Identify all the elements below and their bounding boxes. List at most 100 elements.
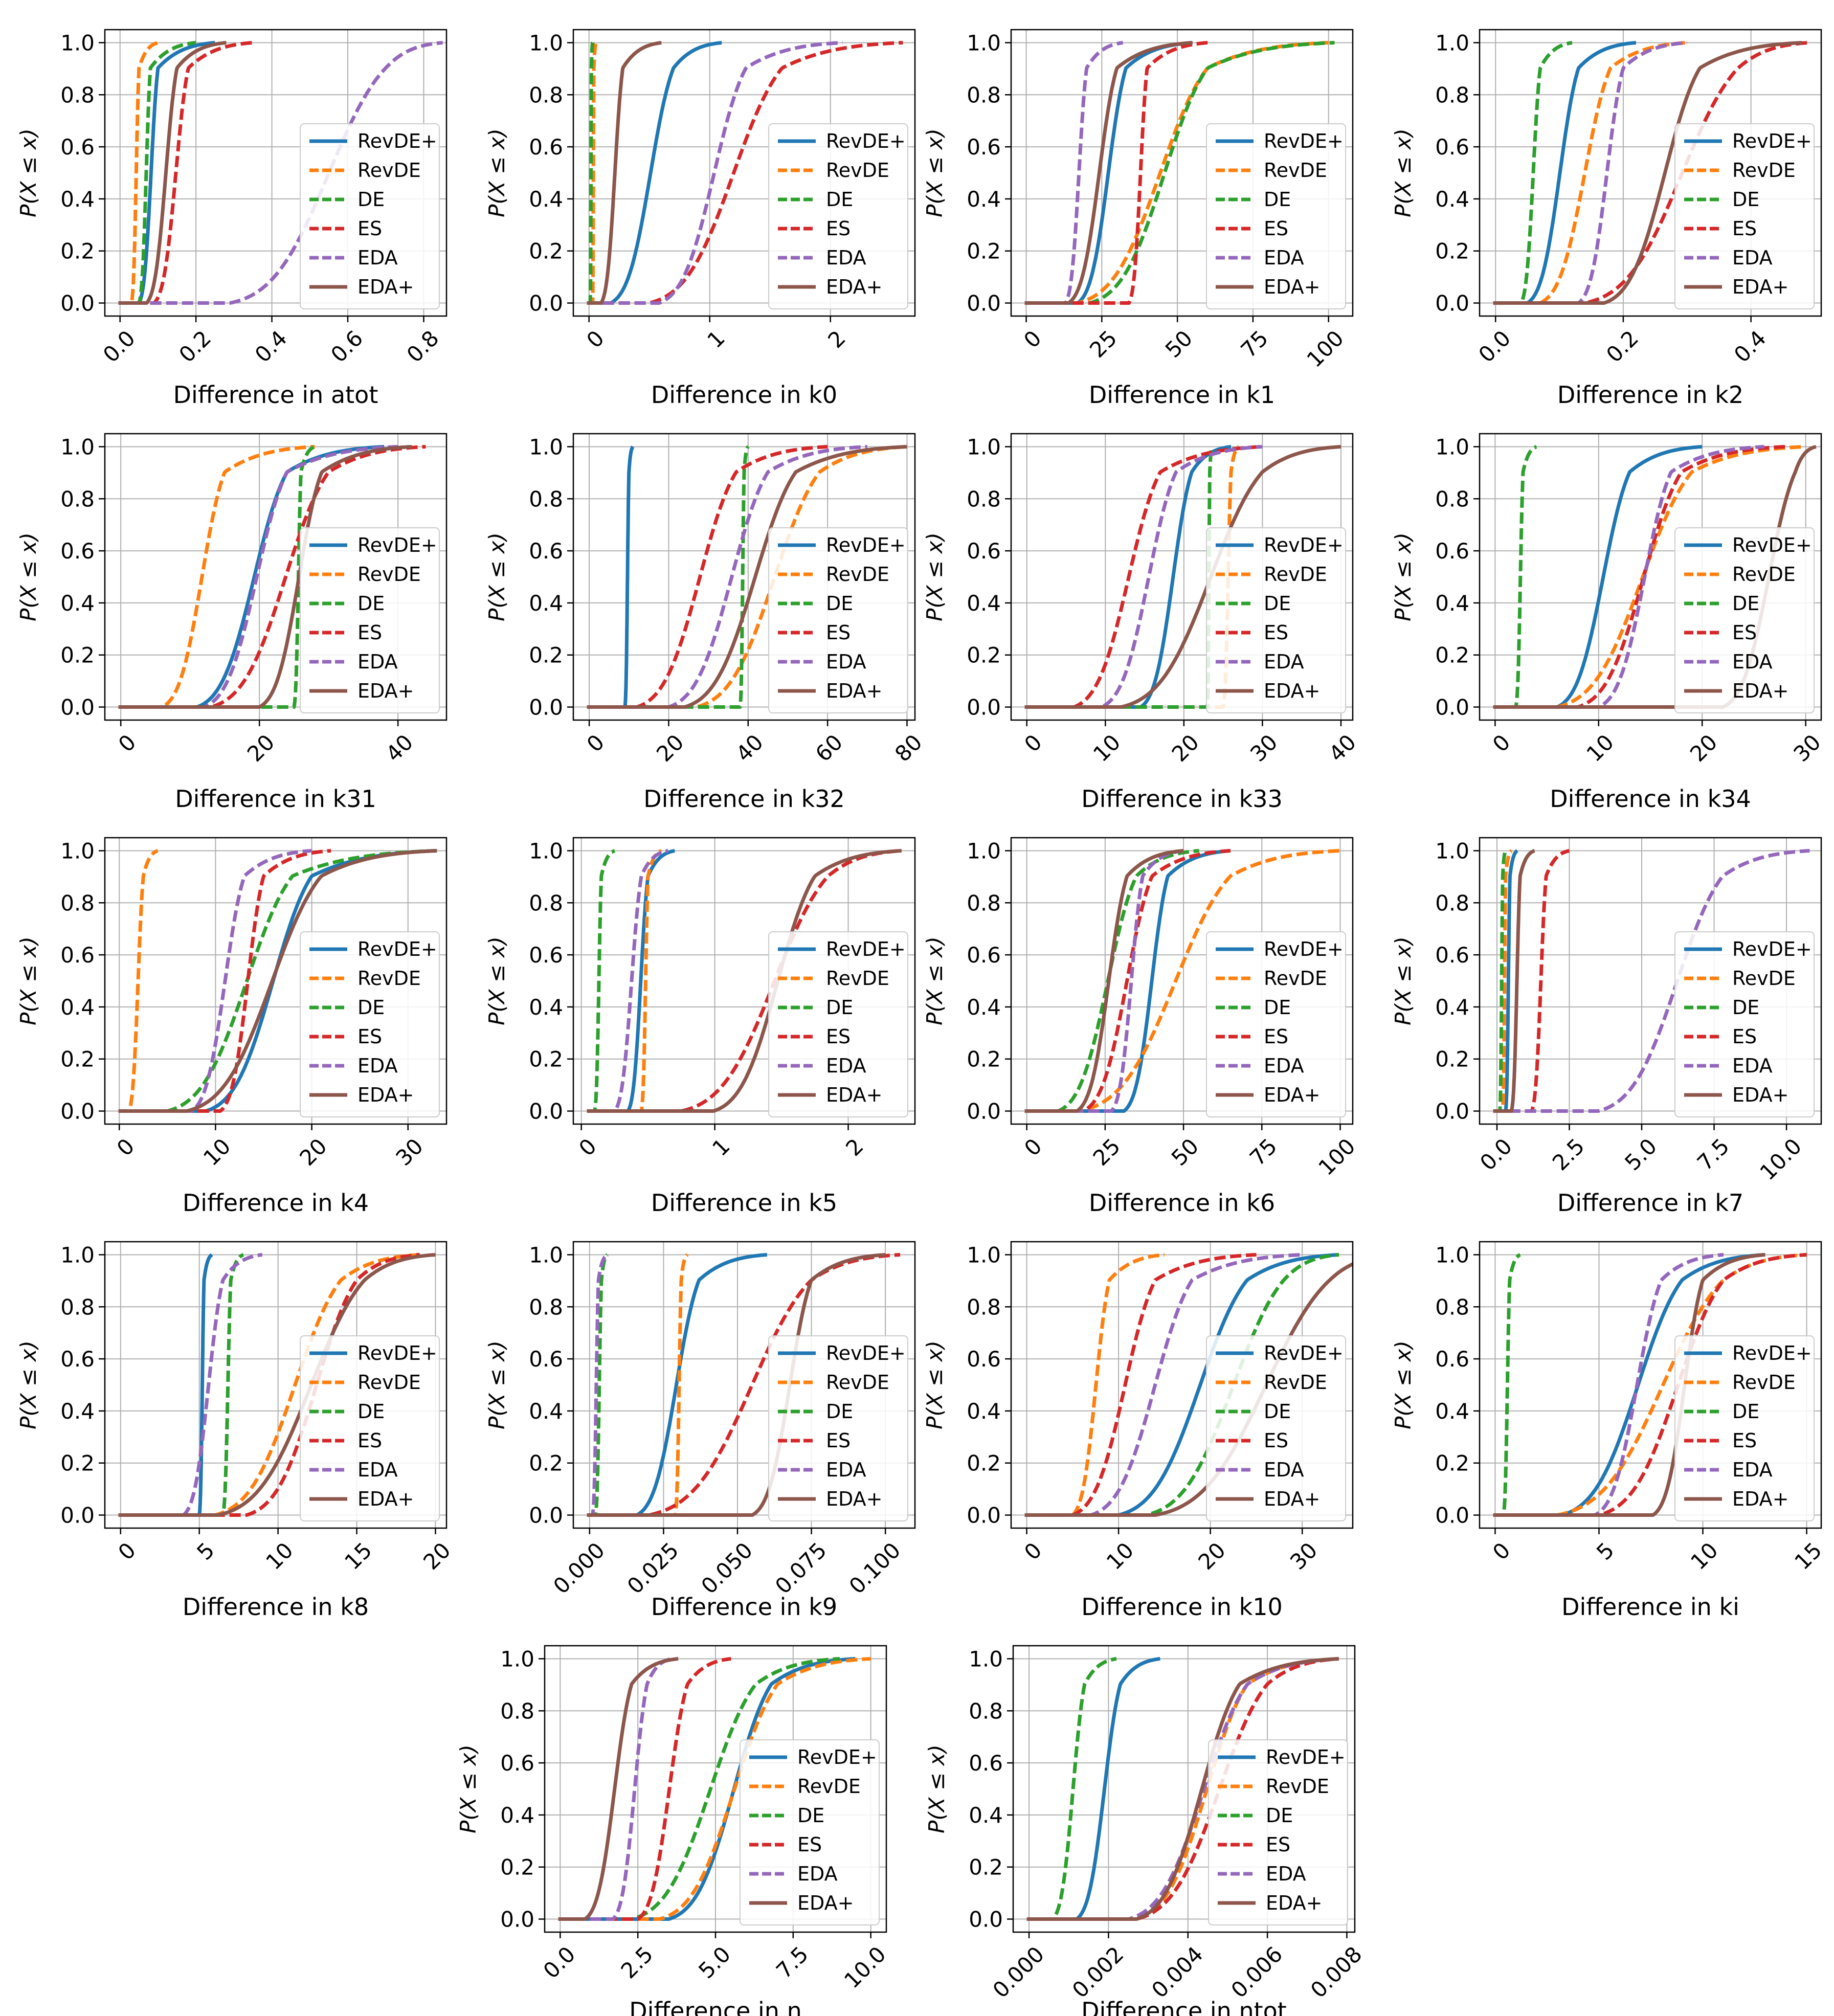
series-line-revde-plus [558, 1657, 856, 1921]
legend-label: RevDE+ [1732, 534, 1812, 556]
x-axis-label: Difference in k32 [643, 785, 845, 813]
legend-label: RevDE [357, 563, 421, 586]
legend-label: RevDE [357, 967, 421, 990]
legend-label: EDA [797, 1863, 838, 1885]
legend: RevDE+ RevDE DE ES EDA EDA+ [1208, 1739, 1348, 1925]
y-axis-label: P(X ≤ x) [16, 936, 41, 1025]
series-line-es [1024, 41, 1209, 305]
x-tick-label: 2 [841, 1133, 868, 1161]
series-line-eda [587, 445, 868, 709]
series-line-de [1026, 1657, 1118, 1921]
series-line-es [1024, 849, 1232, 1113]
series-line-es [1493, 445, 1785, 709]
y-axis-label: P(X ≤ x) [456, 1744, 481, 1833]
x-tick-label: 0 [1019, 729, 1047, 757]
y-tick-label: 0.2 [1435, 643, 1469, 668]
x-tick-label: 20 [1167, 729, 1204, 766]
y-axis-label: P(X ≤ x) [922, 1340, 947, 1429]
y-tick-label: 0.2 [60, 1047, 95, 1072]
legend-label: ES [1264, 217, 1288, 240]
legend-label: ES [357, 217, 382, 240]
x-axis-label: Difference in k9 [651, 1593, 837, 1621]
series-line-es [587, 445, 828, 709]
legend-label: ES [1732, 1429, 1757, 1452]
y-tick-label: 0.8 [60, 486, 95, 511]
series-group [118, 445, 426, 709]
series-line-revde [118, 41, 160, 305]
legend-label: RevDE [1732, 1371, 1796, 1394]
series-line-eda [118, 445, 398, 709]
axes-frame [572, 837, 916, 1125]
x-tick-label: 40 [1324, 729, 1361, 766]
y-axis-label: P(X ≤ x) [484, 1340, 509, 1429]
x-axis-label: Difference in n [629, 1997, 801, 2016]
y-tick-label: 0.0 [967, 1099, 1001, 1124]
legend: RevDE+ RevDE DE ES EDA EDA+ [740, 1739, 880, 1925]
y-tick-label: 0.4 [60, 591, 95, 616]
legend-label: RevDE+ [826, 130, 906, 152]
chart-panel: 0.0 0.2 0.4 0.6 0.8 1.0 0 10 20 30 Difference in k… [16, 837, 448, 1217]
legend-label: EDA+ [826, 276, 882, 298]
y-tick-label: 0.8 [1435, 890, 1469, 915]
y-tick-label: 0.8 [1435, 486, 1469, 511]
x-tick-label: 0.0 [1475, 1133, 1517, 1175]
series-line-revde-plus [587, 1253, 768, 1517]
legend-label: EDA+ [1732, 276, 1788, 298]
legend-label: ES [357, 1429, 382, 1452]
y-tick-label: 0.6 [529, 135, 563, 160]
legend-label: RevDE [826, 967, 889, 990]
y-tick-label: 0.4 [60, 995, 95, 1020]
series-line-eda-plus [1024, 41, 1194, 305]
y-tick-label: 0.6 [1435, 943, 1469, 968]
chart-panel: 0.0 0.2 0.4 0.6 0.8 1.0 0 5 10 15 20 Difference in … [16, 1241, 456, 1621]
y-tick-label: 0.6 [1435, 539, 1469, 564]
x-tick-label: 0 [112, 1133, 140, 1161]
legend-label: RevDE+ [1264, 130, 1344, 152]
x-tick-label: 7.5 [771, 1941, 813, 1983]
y-tick-label: 1.0 [60, 1242, 95, 1267]
y-tick-label: 0.8 [969, 1698, 1003, 1723]
legend-label: RevDE+ [357, 1342, 437, 1364]
series-line-eda [1493, 445, 1765, 709]
legend-label: EDA [1266, 1863, 1306, 1885]
x-tick-label: 0.8 [402, 325, 444, 367]
legend-label: EDA+ [826, 680, 882, 702]
x-axis-label: Difference in k10 [1081, 1593, 1283, 1621]
legend-label: ES [1732, 621, 1757, 644]
y-tick-label: 0.8 [1435, 1294, 1469, 1319]
y-tick-label: 0.0 [1435, 1503, 1469, 1528]
chart-panel: 0.0 0.2 0.4 0.6 0.8 1.0 0.000 0.025 0.050 0.075 0.… [484, 1241, 916, 1621]
series-line-revde [1493, 849, 1513, 1113]
x-tick-label: 0.002 [1067, 1941, 1129, 2003]
y-tick-label: 0.2 [529, 1047, 563, 1072]
legend-label: RevDE [797, 1775, 861, 1798]
y-tick-label: 0.6 [1435, 1347, 1469, 1372]
y-axis-label: P(X ≤ x) [1391, 128, 1416, 217]
series-line-eda [118, 1253, 264, 1517]
legend-label: EDA [826, 651, 866, 673]
series-line-revde [587, 41, 598, 305]
legend: RevDE+ RevDE DE ES EDA EDA+ [768, 527, 908, 713]
legend-label: RevDE+ [1264, 1342, 1344, 1364]
x-tick-label: 0 [574, 1133, 601, 1161]
axes-frame [104, 433, 448, 721]
y-tick-label: 0.2 [967, 1047, 1001, 1072]
legend-label: EDA+ [357, 276, 414, 298]
y-tick-label: 1.0 [967, 1242, 1001, 1267]
y-tick-label: 0.2 [529, 643, 563, 668]
legend-label: EDA+ [1266, 1892, 1322, 1914]
x-tick-label: 0 [1019, 1133, 1047, 1161]
legend-label: EDA [1264, 247, 1304, 269]
legend: RevDE+ RevDE DE ES EDA EDA+ [768, 1335, 908, 1521]
y-tick-label: 0.0 [500, 1907, 534, 1932]
y-tick-label: 0.8 [529, 486, 563, 511]
legend-label: RevDE+ [1732, 130, 1812, 152]
series-group [1024, 41, 1335, 305]
y-tick-label: 1.0 [60, 434, 95, 459]
y-tick-label: 1.0 [529, 434, 563, 459]
series-group [1024, 849, 1340, 1113]
legend-label: EDA [1732, 1459, 1773, 1481]
x-axis-label: Difference in k5 [651, 1189, 837, 1217]
series-line-de [1493, 41, 1574, 305]
